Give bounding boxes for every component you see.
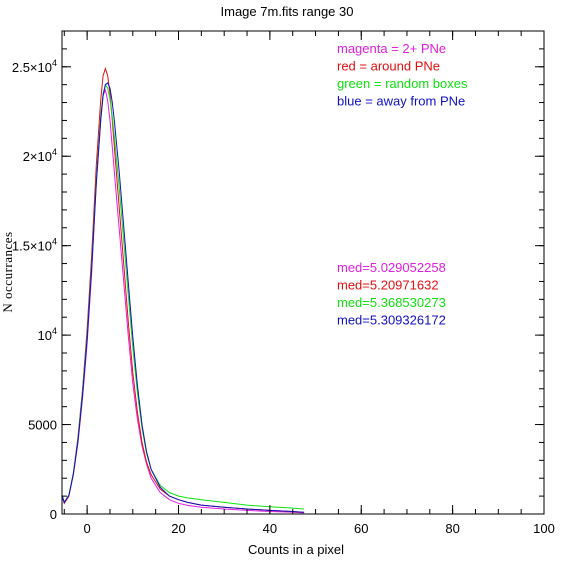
median-label: med=5.029052258	[337, 260, 446, 275]
median-annotations: med=5.029052258 med=5.20971632 med=5.36853…	[337, 260, 446, 328]
median-label: med=5.20971632	[337, 278, 439, 293]
y-tick-label: 5000	[28, 418, 57, 433]
series-layer	[61, 66, 305, 514]
x-axis-label: Counts in a pixel	[248, 542, 344, 557]
y-tick-label: 1.5×104	[12, 237, 57, 254]
y-tick-label: 104	[38, 326, 57, 343]
x-tick-label: 20	[171, 521, 185, 536]
x-tick-label: 100	[533, 521, 555, 536]
y-axis-label: N occurrances	[0, 231, 15, 312]
series-line-2	[61, 66, 305, 513]
chart-title: Image 7m.fits range 30	[221, 4, 354, 19]
y-tick-label: 2×104	[23, 147, 57, 164]
x-tick-label: 40	[263, 521, 277, 536]
y-tick-label: 0	[50, 507, 57, 522]
median-label: med=5.368530273	[337, 295, 446, 310]
legend-entry: red = around PNe	[337, 59, 440, 74]
legend-entry: green = random boxes	[337, 76, 468, 91]
x-tick-label: 80	[445, 521, 459, 536]
x-tick-label: 60	[354, 521, 368, 536]
legend-entry: blue = away from PNe	[337, 94, 465, 109]
plot-frame	[61, 30, 545, 515]
legend: magenta = 2+ PNe red = around PNe green = …	[337, 41, 468, 109]
legend-entry: magenta = 2+ PNe	[337, 41, 446, 56]
median-label: med=5.309326172	[337, 313, 446, 328]
series-line-4	[61, 82, 305, 513]
y-tick-label: 2.5×104	[12, 58, 57, 75]
x-tick-label: 0	[84, 521, 91, 536]
ticks-layer: 0 20 40 60 80 100 0 5000 104 1.5×104 2×104 2.5×104	[12, 30, 555, 536]
